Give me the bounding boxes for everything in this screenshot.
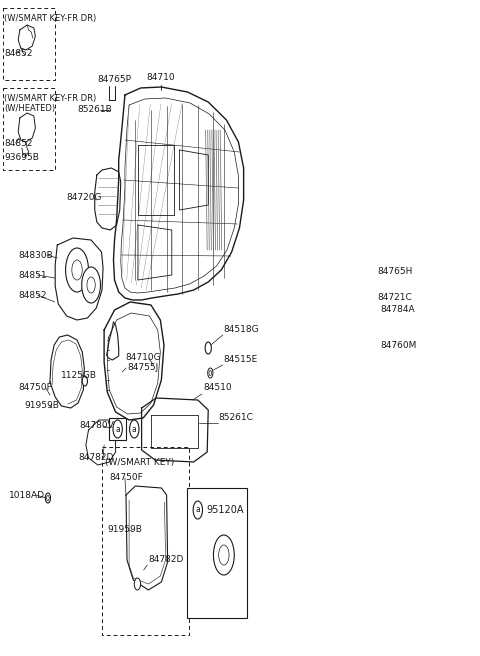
Text: 84760M: 84760M bbox=[380, 340, 416, 350]
Circle shape bbox=[219, 545, 229, 565]
Circle shape bbox=[134, 578, 141, 590]
Text: 84755J: 84755J bbox=[127, 363, 158, 373]
Text: 84782D: 84782D bbox=[148, 556, 184, 565]
Text: 84750F: 84750F bbox=[109, 474, 143, 483]
Circle shape bbox=[205, 342, 211, 354]
Bar bbox=[187, 488, 247, 618]
Text: a: a bbox=[115, 424, 120, 434]
Text: (W/SMART KEY-FR DR): (W/SMART KEY-FR DR) bbox=[4, 94, 96, 102]
Text: (W/SMART KEY): (W/SMART KEY) bbox=[105, 457, 174, 466]
Text: 85261C: 85261C bbox=[219, 413, 253, 422]
Circle shape bbox=[72, 260, 82, 280]
Text: 91959B: 91959B bbox=[108, 525, 143, 535]
Text: a: a bbox=[195, 506, 200, 514]
Circle shape bbox=[82, 376, 87, 386]
Circle shape bbox=[45, 493, 50, 503]
Bar bbox=[2, 88, 55, 170]
Circle shape bbox=[193, 501, 203, 519]
Bar bbox=[109, 418, 126, 440]
Text: 84721C: 84721C bbox=[377, 293, 412, 302]
Circle shape bbox=[209, 371, 212, 375]
Circle shape bbox=[113, 420, 122, 438]
Text: 84852: 84852 bbox=[19, 291, 47, 300]
Text: 84851: 84851 bbox=[19, 270, 48, 279]
Text: 84710G: 84710G bbox=[125, 354, 161, 363]
Text: 84510: 84510 bbox=[203, 384, 232, 392]
Text: 84515E: 84515E bbox=[224, 356, 258, 365]
Text: 84780V: 84780V bbox=[80, 422, 114, 430]
Bar bbox=[102, 447, 190, 635]
Text: 84750F: 84750F bbox=[19, 384, 52, 392]
Text: 84720G: 84720G bbox=[67, 194, 102, 203]
Text: a: a bbox=[132, 424, 137, 434]
Text: 84765H: 84765H bbox=[377, 268, 413, 276]
Circle shape bbox=[130, 420, 139, 438]
Circle shape bbox=[66, 248, 88, 292]
Text: 1125GB: 1125GB bbox=[61, 371, 97, 380]
Text: 91959B: 91959B bbox=[24, 401, 59, 409]
Text: 84782D: 84782D bbox=[78, 453, 113, 462]
Text: 85261B: 85261B bbox=[77, 106, 112, 115]
Text: 84518G: 84518G bbox=[224, 325, 260, 335]
Circle shape bbox=[47, 495, 49, 501]
Text: 84765P: 84765P bbox=[98, 75, 132, 85]
Text: (W/SMART KEY-FR DR): (W/SMART KEY-FR DR) bbox=[4, 14, 96, 22]
Text: 1018AD: 1018AD bbox=[10, 491, 46, 499]
Text: (W/HEATED): (W/HEATED) bbox=[4, 104, 55, 112]
Text: 84784A: 84784A bbox=[380, 306, 415, 314]
Text: 84710: 84710 bbox=[147, 73, 175, 83]
Circle shape bbox=[208, 368, 213, 378]
Circle shape bbox=[82, 267, 100, 303]
Text: 84830B: 84830B bbox=[19, 251, 53, 260]
Text: 93695B: 93695B bbox=[4, 152, 39, 161]
Bar bbox=[2, 8, 55, 80]
Circle shape bbox=[87, 277, 95, 293]
Text: 84852: 84852 bbox=[4, 138, 33, 148]
Text: 95120A: 95120A bbox=[206, 505, 244, 515]
Text: 84852: 84852 bbox=[4, 49, 33, 58]
Circle shape bbox=[214, 535, 234, 575]
